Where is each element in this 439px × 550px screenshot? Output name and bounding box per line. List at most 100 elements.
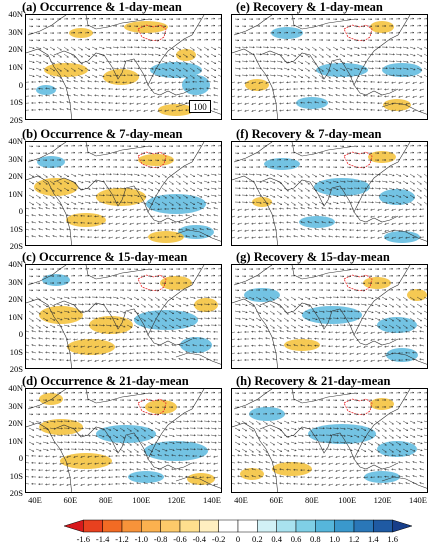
wind-vectors-c: [26, 267, 221, 362]
coastline-f-2: [353, 211, 399, 223]
shading-g-4: [284, 339, 320, 351]
map-e: [231, 14, 428, 120]
lat-label: 20N: [8, 44, 23, 55]
coastline-g-0: [232, 298, 278, 368]
shading-b-1: [96, 188, 146, 206]
shading-b-2: [146, 194, 206, 214]
coastline-h-3: [381, 476, 427, 489]
colorbar-tick-label: 0.2: [252, 534, 263, 544]
map-field-e: [232, 15, 427, 119]
colorbar-segment: [83, 519, 103, 533]
lon-label: 60E: [63, 495, 78, 505]
lon-label: 40E: [28, 495, 42, 505]
panel-title-d: (d) Occurrence & 21-day-mean: [22, 374, 189, 388]
coastline-b-2: [147, 211, 193, 223]
lat-label: 30N: [8, 400, 23, 411]
wind-vectors-d: [26, 391, 221, 486]
coastline-e-2: [353, 84, 399, 96]
colorbar-segment: [276, 519, 297, 533]
coastline-b-4: [27, 142, 67, 163]
lat-label: 10S: [9, 346, 23, 357]
coastline-e-3: [381, 102, 427, 115]
coastline-d-0: [26, 422, 72, 492]
shading-c-0: [39, 306, 83, 324]
shading-a-5: [69, 28, 93, 38]
lat-label: 20N: [8, 418, 23, 428]
colorbar-segment: [315, 519, 335, 533]
lat-label: 10S: [9, 470, 23, 481]
coastline-e-5: [291, 15, 357, 30]
wind-vectors-e: [232, 17, 427, 112]
shading-f-4: [299, 216, 335, 228]
lat-label: 20N: [8, 171, 23, 181]
wind-vectors-a: [26, 17, 221, 112]
lon-label: 100E: [338, 495, 357, 505]
lat-label: 40N: [8, 9, 23, 19]
shading-h-1: [308, 424, 376, 444]
lat-label: 10N: [8, 188, 23, 199]
map-field-d: [26, 389, 221, 492]
colorbar-tick-label: -0.2: [211, 534, 226, 544]
lon-label: 140E: [203, 495, 221, 505]
colorbar-tick-label: 1.4: [368, 534, 379, 544]
coastline-f-0: [232, 175, 278, 245]
shading-a-3: [182, 75, 210, 95]
coastline-h-2: [353, 458, 399, 470]
coastline-g-2: [353, 334, 399, 346]
shading-d-5: [39, 393, 63, 405]
shading-d-2: [144, 441, 208, 461]
coastline-a-4: [27, 15, 67, 36]
map-h: [231, 388, 428, 493]
colorbar-segment: [102, 519, 123, 533]
coastline-c-5: [85, 265, 151, 280]
wind-vectors-f: [232, 144, 427, 239]
lon-label: 120E: [373, 495, 392, 505]
shading-d-1: [96, 425, 156, 443]
lon-label: 40E: [234, 495, 248, 505]
lat-label: 0: [18, 79, 23, 90]
map-g: [231, 264, 428, 369]
colorbar-tick-label: 0.6: [290, 534, 302, 544]
coastline-e-4: [233, 15, 273, 36]
panel-title-a: (a) Occurrence & 1-day-mean: [22, 0, 182, 14]
colorbar-segment: [373, 519, 393, 533]
colorbar-segment: [179, 519, 200, 533]
coastline-h-0: [232, 422, 278, 492]
coastline-c-2: [147, 334, 193, 346]
map-field-f: [232, 142, 427, 245]
coastline-h-5: [291, 389, 357, 404]
coastline-f-4: [233, 142, 273, 163]
colorbar-tick-label: -0.8: [153, 534, 168, 544]
colorbar: [63, 519, 413, 533]
coastline-d-2: [147, 458, 193, 470]
colorbar-tick-label: -1.4: [95, 534, 110, 544]
colorbar-tick-label: 0.8: [310, 534, 321, 544]
shading-e-3: [370, 21, 394, 33]
lat-label: 20S: [9, 115, 23, 125]
colorbar-segment: [63, 519, 84, 533]
map-field-g: [232, 265, 427, 368]
wind-vectors-g: [232, 267, 427, 362]
colorbar-tick-label: 1.6: [387, 534, 398, 544]
coastline-d-4: [27, 389, 67, 410]
shading-f-2: [379, 189, 415, 205]
shading-h-2: [377, 441, 417, 457]
map-d: [25, 388, 222, 493]
coastline-g-5: [291, 265, 357, 280]
lon-label: 80E: [304, 495, 319, 505]
wind-vectors-h: [232, 391, 427, 486]
colorbar-tick-label: -1.2: [115, 534, 129, 544]
colorbar-segment: [237, 519, 258, 533]
coastline-d-3: [175, 476, 221, 489]
colorbar-segment: [199, 519, 219, 533]
coastline-h-1: [259, 389, 411, 460]
coastline-a-0: [26, 48, 73, 119]
shading-e-5: [383, 99, 411, 111]
shading-f-5: [384, 231, 420, 243]
colorbar-tick-label: -1.6: [76, 534, 91, 544]
lat-label: 10N: [8, 311, 23, 322]
map-field-h: [232, 389, 427, 492]
shading-e-0: [271, 27, 303, 39]
lat-label: 20S: [9, 241, 23, 251]
coastline-g-3: [381, 352, 427, 365]
